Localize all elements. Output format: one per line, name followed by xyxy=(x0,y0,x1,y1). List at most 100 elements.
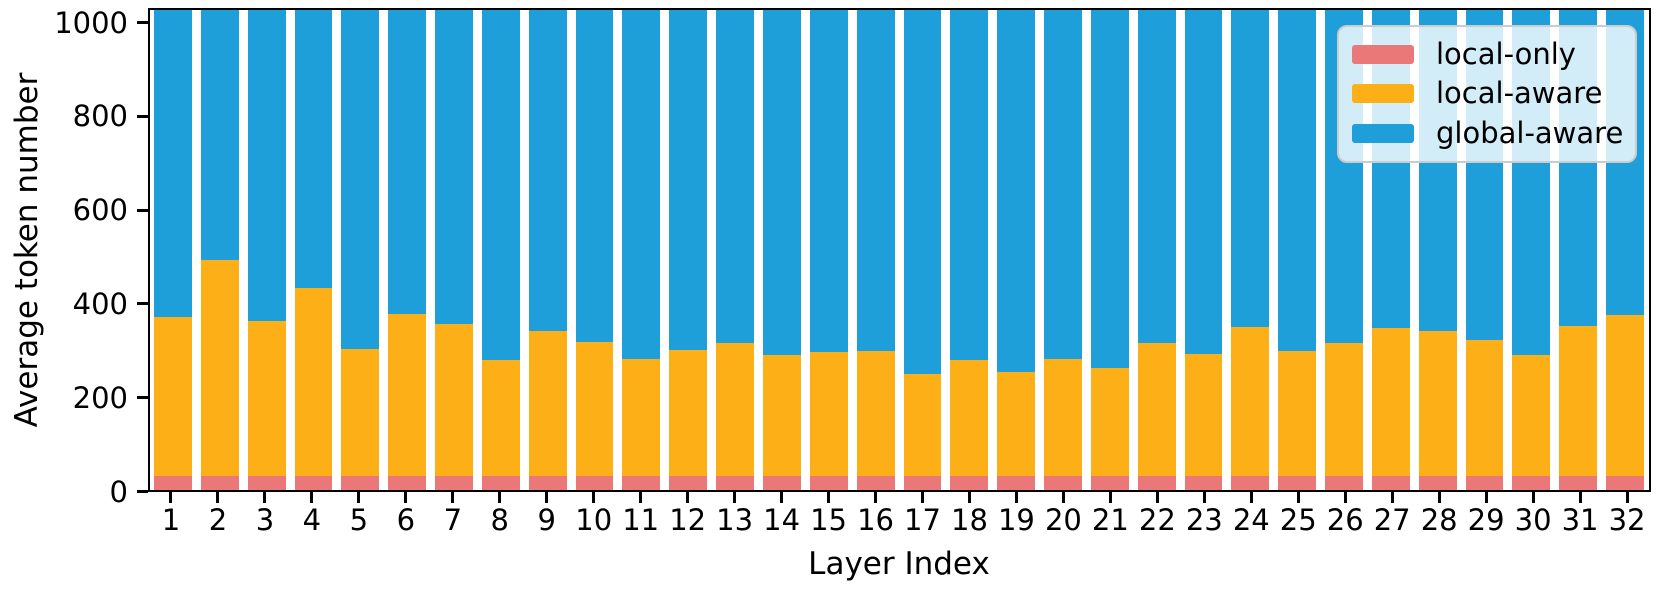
x-tick-label: 11 xyxy=(622,503,660,537)
global-aware-segment xyxy=(716,10,754,344)
x-tick-label: 21 xyxy=(1091,503,1129,537)
x-tick-mark xyxy=(1343,492,1347,503)
y-tick-mark xyxy=(137,114,148,118)
x-tick-29: 29 xyxy=(1467,492,1505,536)
bar-23 xyxy=(1184,10,1223,490)
local-aware-segment xyxy=(575,342,614,476)
global-aware-segment xyxy=(809,10,848,353)
x-tick-mark xyxy=(1437,492,1441,503)
x-tick-mark xyxy=(216,492,220,503)
bar-16 xyxy=(856,10,895,490)
local-aware-segment xyxy=(435,323,473,476)
local-only-segment xyxy=(1606,475,1644,490)
local-only-segment xyxy=(1231,475,1270,490)
bar-6 xyxy=(388,10,427,490)
global-aware-segment xyxy=(247,10,286,322)
bar-7 xyxy=(435,10,473,490)
global-aware-segment xyxy=(669,10,708,351)
x-tick-15: 15 xyxy=(810,492,848,536)
x-tick-mark xyxy=(357,492,361,503)
local-aware-segment xyxy=(997,372,1036,476)
bar-4 xyxy=(294,10,333,490)
local-aware-segment xyxy=(622,358,661,476)
global-aware-segment xyxy=(388,10,427,315)
x-tick-label: 25 xyxy=(1279,503,1317,537)
x-tick-2: 2 xyxy=(199,492,237,536)
global-aware-segment xyxy=(997,10,1036,373)
bar-14 xyxy=(762,10,801,490)
x-tick-mark xyxy=(1484,492,1488,503)
x-tick-27: 27 xyxy=(1373,492,1411,536)
global-aware-segment xyxy=(435,10,473,324)
global-aware-segment xyxy=(1278,10,1317,352)
x-tick-mark xyxy=(1061,492,1065,503)
x-tick-label: 4 xyxy=(302,503,322,537)
x-tick-mark xyxy=(686,492,690,503)
local-aware-segment xyxy=(1465,339,1504,476)
x-tick-8: 8 xyxy=(481,492,519,536)
bar-1 xyxy=(154,10,192,490)
x-tick-20: 20 xyxy=(1044,492,1082,536)
bar-17 xyxy=(903,10,942,490)
local-only-segment xyxy=(1184,475,1223,490)
x-tick-14: 14 xyxy=(763,492,801,536)
local-aware-segment xyxy=(669,350,708,476)
local-only-segment xyxy=(528,475,567,490)
x-tick-mark xyxy=(498,492,502,503)
x-tick-32: 32 xyxy=(1608,492,1646,536)
x-axis-ticks: 1 2 3 4 5 6 7 8 9 10 11 12 13 14 15 16 17 18 19 20 21 22 23 24 2… xyxy=(148,492,1651,536)
x-tick-label: 29 xyxy=(1467,503,1505,537)
local-only-segment xyxy=(388,475,427,490)
legend-label: local-only xyxy=(1436,37,1576,72)
x-tick-19: 19 xyxy=(997,492,1035,536)
x-tick-mark xyxy=(451,492,455,503)
bar-10 xyxy=(575,10,614,490)
bar-3 xyxy=(247,10,286,490)
x-tick-mark xyxy=(967,492,971,503)
x-tick-mark xyxy=(827,492,831,503)
local-aware-segment xyxy=(1325,343,1363,476)
bar-11 xyxy=(622,10,661,490)
local-aware-segment xyxy=(247,321,286,476)
x-tick-mark xyxy=(780,492,784,503)
local-aware-segment xyxy=(1371,328,1410,476)
local-only-segment xyxy=(1465,475,1504,490)
local-aware-segment xyxy=(903,373,942,476)
local-only-segment xyxy=(1044,475,1082,490)
x-tick-label: 26 xyxy=(1326,503,1364,537)
bar-13 xyxy=(716,10,754,490)
local-aware-segment xyxy=(1137,343,1176,476)
global-aware-segment xyxy=(762,10,801,355)
local-only-segment xyxy=(341,475,380,490)
x-tick-28: 28 xyxy=(1420,492,1458,536)
x-tick-mark xyxy=(545,492,549,503)
legend-label: global-aware xyxy=(1436,115,1624,150)
x-tick-13: 13 xyxy=(716,492,754,536)
x-tick-4: 4 xyxy=(293,492,331,536)
x-tick-17: 17 xyxy=(904,492,942,536)
x-tick-11: 11 xyxy=(622,492,660,536)
local-aware-segment xyxy=(1090,368,1129,476)
local-aware-segment xyxy=(528,330,567,476)
local-only-segment xyxy=(1371,475,1410,490)
x-tick-26: 26 xyxy=(1326,492,1364,536)
local-aware-segment xyxy=(1184,353,1223,476)
bar-12 xyxy=(669,10,708,490)
x-tick-6: 6 xyxy=(387,492,425,536)
x-tick-23: 23 xyxy=(1185,492,1223,536)
bar-15 xyxy=(809,10,848,490)
y-tick-label: 0 xyxy=(109,474,128,509)
global-aware-segment xyxy=(481,10,520,360)
local-only-segment xyxy=(435,475,473,490)
y-tick-label: 800 xyxy=(72,99,128,134)
local-aware-segment xyxy=(1044,359,1082,476)
local-only-segment xyxy=(762,475,801,490)
x-tick-22: 22 xyxy=(1138,492,1176,536)
local-only-segment xyxy=(575,475,614,490)
legend-swatch-icon xyxy=(1352,123,1414,143)
x-tick-mark xyxy=(1578,492,1582,503)
bar-8 xyxy=(481,10,520,490)
x-tick-mark xyxy=(1531,492,1535,503)
x-tick-label: 23 xyxy=(1185,503,1223,537)
local-aware-segment xyxy=(716,343,754,476)
